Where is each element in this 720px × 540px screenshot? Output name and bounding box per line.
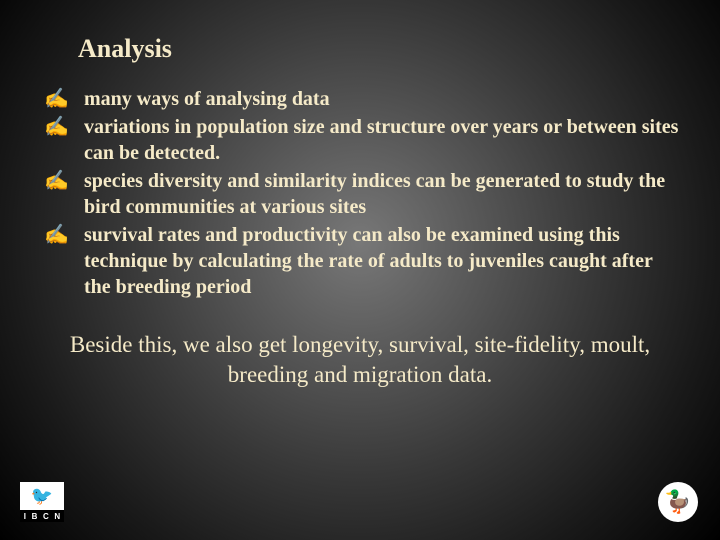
logo-letter: B [32, 512, 38, 521]
footer-text: Beside this, we also get longevity, surv… [50, 330, 670, 390]
bird-icon: 🐦 [20, 482, 64, 510]
logo-left: 🐦 I B C N [20, 482, 64, 522]
bullet-text: many ways of analysing data [84, 86, 680, 112]
bullet-item: ✍ variations in population size and stru… [40, 114, 680, 166]
bullet-text: survival rates and productivity can also… [84, 222, 680, 300]
bullet-icon: ✍ [40, 168, 84, 194]
logo-letter: I [24, 512, 26, 521]
logo-left-letters: I B C N [20, 510, 64, 522]
bullet-text: species diversity and similarity indices… [84, 168, 680, 220]
bullet-item: ✍ survival rates and productivity can al… [40, 222, 680, 300]
slide: Analysis ✍ many ways of analysing data ✍… [0, 0, 720, 540]
logo-right: 🦆 [658, 482, 698, 522]
logo-letter: C [43, 512, 49, 521]
bullet-icon: ✍ [40, 114, 84, 140]
bullet-icon: ✍ [40, 222, 84, 248]
logo-letter: N [54, 512, 60, 521]
bird-icon: 🦆 [664, 489, 691, 515]
bullet-list: ✍ many ways of analysing data ✍ variatio… [40, 86, 680, 302]
bullet-item: ✍ many ways of analysing data [40, 86, 680, 112]
bullet-item: ✍ species diversity and similarity indic… [40, 168, 680, 220]
bullet-icon: ✍ [40, 86, 84, 112]
bullet-text: variations in population size and struct… [84, 114, 680, 166]
slide-title: Analysis [78, 34, 172, 64]
